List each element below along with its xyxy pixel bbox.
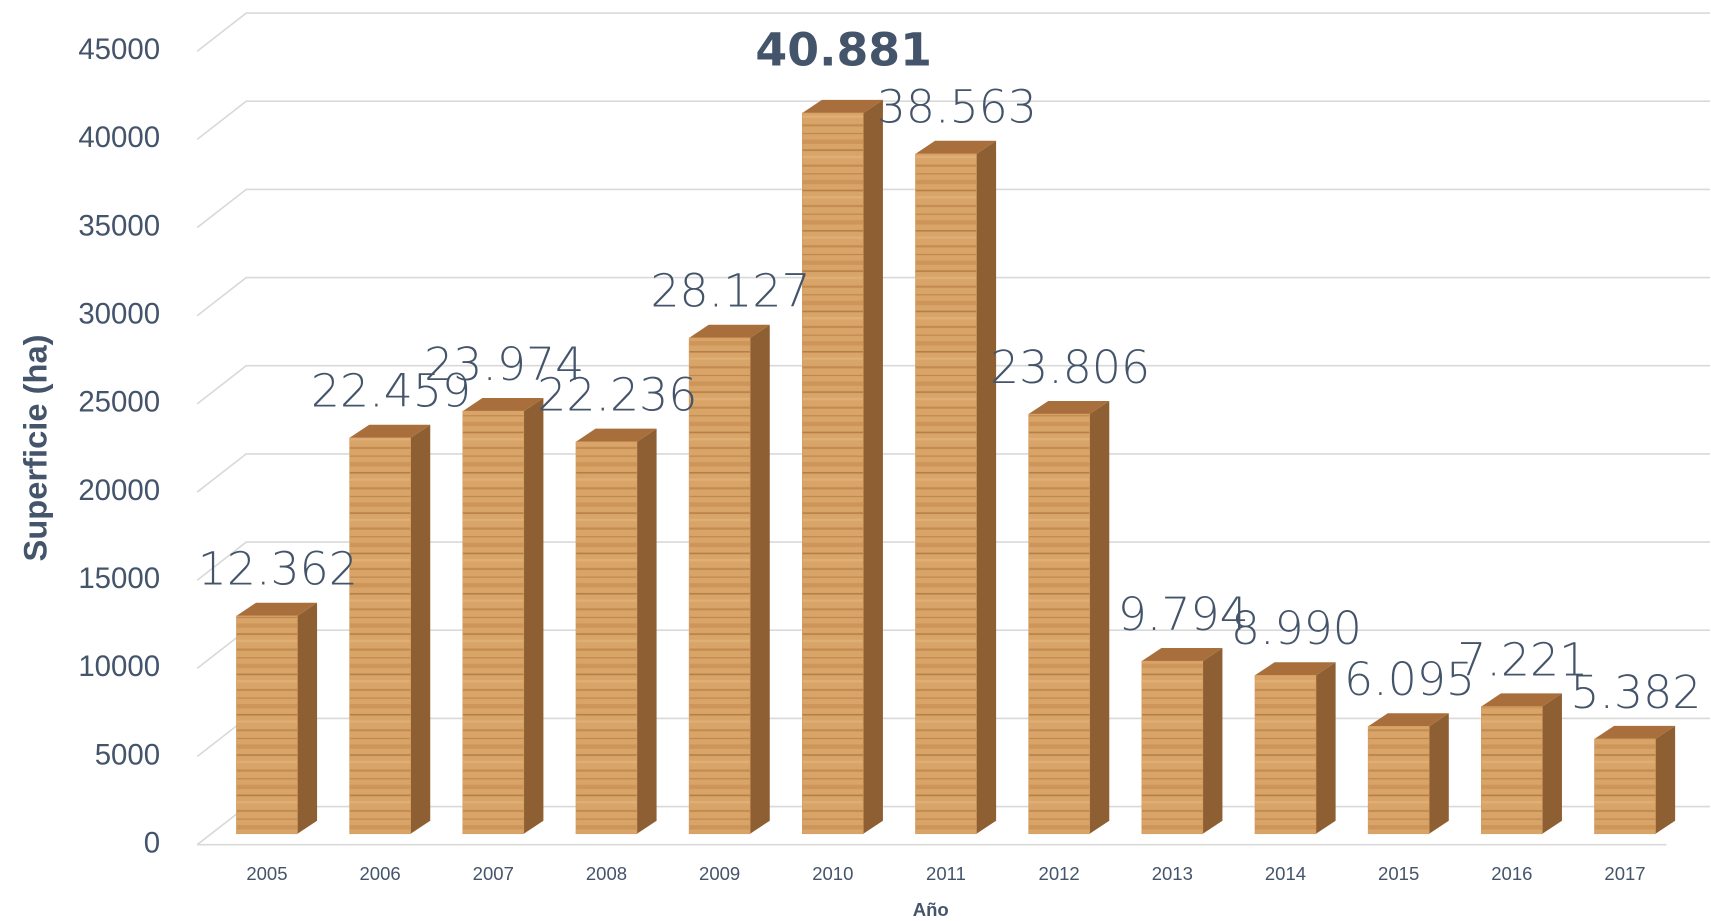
bar-side	[1542, 693, 1562, 834]
x-tick-label: 2007	[473, 863, 514, 884]
grid-line	[196, 276, 1711, 317]
data-label: 28.127	[650, 265, 810, 318]
bar-top	[575, 428, 657, 442]
bar	[1481, 706, 1543, 835]
y-tick-label: 15000	[78, 562, 160, 595]
data-label: 38.563	[877, 81, 1037, 134]
x-tick-label: 2014	[1265, 863, 1306, 884]
y-tick-label: 20000	[78, 474, 160, 507]
bar	[1141, 660, 1204, 835]
y-tick-label: 30000	[78, 297, 160, 330]
bar-top	[349, 424, 431, 438]
bar	[236, 615, 298, 835]
bar-side	[976, 140, 997, 834]
grid-line	[196, 100, 1711, 141]
bar-side	[410, 424, 431, 834]
grid-line	[196, 541, 1711, 581]
bar	[1594, 738, 1656, 835]
bar	[575, 441, 638, 835]
bar-side	[523, 397, 544, 834]
bar-side	[1089, 400, 1110, 834]
bar-side	[1429, 713, 1449, 834]
x-tick-label: 2017	[1604, 863, 1645, 884]
y-tick-label: 35000	[78, 209, 160, 242]
bar-top	[915, 140, 997, 154]
data-label: 22.459	[311, 365, 471, 418]
bar	[915, 153, 977, 835]
data-label: 22.236	[537, 369, 697, 422]
data-label: 9.794	[1118, 588, 1249, 641]
grid-line	[196, 12, 1711, 52]
data-label: 23.806	[990, 341, 1150, 394]
grid-line	[196, 453, 1711, 493]
bar	[1254, 675, 1317, 835]
x-tick-label: 2013	[1152, 863, 1193, 884]
bar-top	[1368, 713, 1449, 727]
bar-top	[236, 602, 318, 616]
bar	[349, 437, 411, 835]
bar-side	[636, 428, 657, 834]
y-tick-label: 40000	[78, 121, 160, 154]
x-tick-label: 2005	[246, 863, 287, 884]
data-label: 40.881	[755, 24, 932, 77]
bar-side	[1316, 662, 1336, 834]
bar-top	[1028, 400, 1110, 415]
x-tick-label: 2008	[586, 863, 627, 884]
y-tick-label: 10000	[78, 650, 160, 683]
y-tick-label: 5000	[95, 738, 160, 771]
bar-side	[297, 602, 318, 834]
y-tick-label: 45000	[78, 33, 160, 66]
data-label: 8.990	[1231, 602, 1362, 655]
bar-top	[1254, 662, 1336, 676]
bar	[688, 337, 751, 835]
grid-line	[196, 364, 1711, 405]
bar-side	[863, 99, 883, 834]
y-tick-label: 0	[144, 826, 160, 859]
y-axis-title: Superficie (ha)	[17, 334, 54, 561]
grid-line	[196, 188, 1711, 229]
bar-side	[750, 324, 770, 834]
data-label: 5.382	[1570, 666, 1701, 719]
bar-top	[1141, 648, 1223, 662]
x-tick-label: 2011	[926, 863, 966, 884]
bar-top	[1594, 725, 1676, 739]
bar	[1367, 726, 1430, 835]
x-tick-label: 2006	[360, 863, 401, 884]
bar	[462, 410, 525, 835]
data-label: 23.974	[424, 338, 584, 391]
bar	[802, 112, 864, 835]
x-tick-label: 2009	[699, 863, 740, 884]
bar-side	[1655, 725, 1676, 834]
bar-side	[1202, 648, 1223, 834]
y-tick-label: 25000	[78, 386, 160, 419]
data-label: 6.095	[1344, 653, 1475, 706]
data-label: 7.221	[1457, 633, 1588, 686]
x-tick-label: 2010	[812, 863, 853, 884]
x-tick-label: 2012	[1039, 863, 1080, 884]
bar-top	[1481, 693, 1562, 707]
bar	[1028, 413, 1090, 835]
data-label: 12.362	[198, 543, 358, 596]
x-axis-title: Año	[913, 899, 949, 920]
x-tick-label: 2016	[1491, 863, 1532, 884]
bar-top	[802, 99, 883, 113]
bar-top	[462, 397, 544, 412]
x-tick-label: 2015	[1378, 863, 1419, 884]
bar-top	[689, 324, 770, 338]
